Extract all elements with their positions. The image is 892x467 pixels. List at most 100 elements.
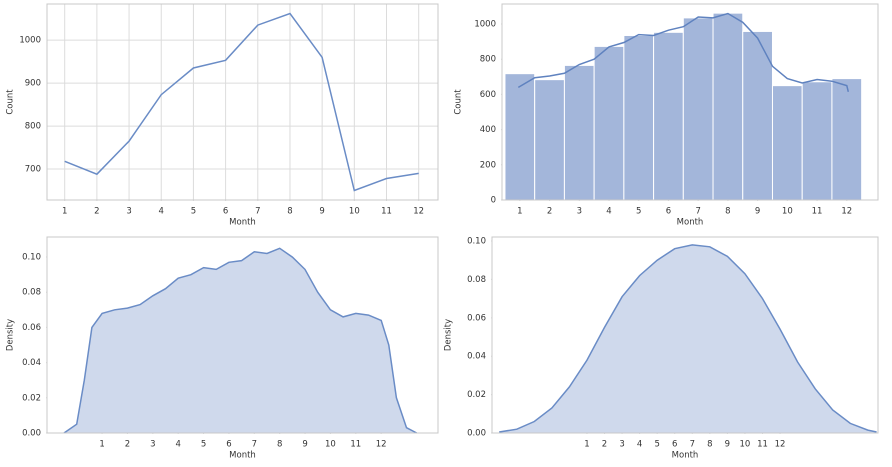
y-tick-label: 0.02 — [22, 393, 41, 403]
bar — [593, 45, 625, 201]
y-axis-label: Count — [454, 89, 464, 115]
line — [64, 12, 419, 192]
y-tick-label: 0.10 — [467, 237, 486, 247]
y-tick-label: 700 — [25, 165, 41, 175]
y-tick-label: 0.08 — [22, 288, 41, 298]
y-tick-label: 0.08 — [467, 275, 486, 285]
bar — [534, 79, 565, 201]
x-tick-label: 6 — [226, 440, 231, 450]
x-tick-label: 5 — [201, 440, 206, 450]
x-axis-label: Month — [229, 451, 256, 461]
density-line — [499, 244, 877, 433]
x-tick-label: 10 — [740, 440, 751, 450]
x-tick-label: 4 — [175, 440, 180, 450]
y-tick-label: 800 — [480, 55, 496, 65]
x-tick-label: 5 — [191, 207, 196, 217]
bar — [682, 17, 714, 201]
x-tick-label: 12 — [376, 440, 387, 450]
x-axis-label: Month — [229, 218, 256, 228]
x-tick-label: 1 — [99, 440, 104, 450]
x-tick-label: 7 — [690, 440, 695, 450]
axes-frame — [46, 236, 439, 434]
bar — [831, 78, 863, 201]
x-tick-label: 2 — [602, 440, 607, 450]
x-tick-label: 7 — [695, 207, 700, 217]
x-tick-label: 6 — [666, 207, 671, 217]
x-tick-label: 10 — [782, 207, 793, 217]
x-tick-label: 11 — [812, 207, 823, 217]
y-tick-label: 800 — [25, 122, 41, 132]
x-tick-label: 2 — [547, 207, 552, 217]
x-tick-label: 9 — [755, 207, 760, 217]
y-tick-label: 0.00 — [22, 429, 41, 439]
axes-frame — [491, 236, 879, 434]
y-tick-label: 200 — [480, 160, 496, 170]
y-tick-label: 0 — [491, 196, 496, 206]
x-tick-label: 5 — [636, 207, 641, 217]
density-line — [63, 247, 418, 434]
bar — [742, 30, 773, 201]
x-tick-label: 10 — [349, 207, 360, 217]
x-tick-label: 12 — [413, 207, 424, 217]
density-area — [499, 244, 877, 433]
axes-frame — [501, 3, 879, 201]
y-tick-label: 0.10 — [22, 253, 41, 263]
bar — [563, 64, 595, 201]
bar — [801, 81, 833, 201]
y-tick-label: 600 — [480, 90, 496, 100]
y-axis-label: Density — [6, 319, 16, 351]
x-tick-label: 9 — [302, 440, 307, 450]
x-tick-label: 3 — [150, 440, 155, 450]
y-tick-label: 1000 — [19, 36, 41, 46]
x-tick-label: 4 — [606, 207, 611, 217]
y-tick-label: 400 — [480, 125, 496, 135]
axes-frame — [46, 3, 439, 201]
x-tick-label: 6 — [672, 440, 677, 450]
x-tick-label: 9 — [319, 207, 324, 217]
y-axis-label: Density — [444, 319, 454, 351]
x-axis-label: Month — [677, 218, 704, 228]
x-tick-label: 7 — [255, 207, 260, 217]
x-axis-label: Month — [672, 451, 699, 461]
x-tick-label: 1 — [62, 207, 67, 217]
bar — [653, 31, 684, 201]
x-tick-label: 3 — [577, 207, 582, 217]
x-tick-label: 2 — [94, 207, 99, 217]
x-tick-label: 9 — [725, 440, 730, 450]
y-tick-label: 0.00 — [467, 429, 486, 439]
y-tick-label: 0.04 — [22, 358, 41, 368]
y-axis-label: Count — [6, 89, 16, 115]
x-tick-label: 8 — [725, 207, 730, 217]
x-tick-label: 11 — [757, 440, 768, 450]
y-tick-label: 900 — [25, 79, 41, 89]
x-tick-label: 3 — [126, 207, 131, 217]
y-tick-label: 0.02 — [467, 390, 486, 400]
x-tick-label: 4 — [159, 207, 164, 217]
x-tick-label: 1 — [517, 207, 522, 217]
x-tick-label: 11 — [350, 440, 361, 450]
y-tick-label: 0.04 — [467, 352, 486, 362]
x-tick-label: 8 — [707, 440, 712, 450]
x-tick-label: 4 — [637, 440, 642, 450]
y-tick-label: 0.06 — [22, 323, 41, 333]
y-tick-label: 0.06 — [467, 313, 486, 323]
bar — [771, 85, 803, 201]
x-tick-label: 7 — [252, 440, 257, 450]
y-tick-label: 1000 — [474, 20, 496, 30]
x-tick-label: 6 — [223, 207, 228, 217]
kde-line — [517, 12, 850, 92]
bar — [504, 73, 536, 201]
bar — [712, 12, 744, 201]
x-tick-label: 1 — [584, 440, 589, 450]
x-tick-label: 2 — [125, 440, 130, 450]
x-tick-label: 10 — [325, 440, 336, 450]
x-tick-label: 12 — [775, 440, 786, 450]
x-tick-label: 8 — [287, 207, 292, 217]
x-tick-label: 5 — [654, 440, 659, 450]
bar — [623, 34, 655, 201]
x-tick-label: 8 — [277, 440, 282, 450]
density-area — [64, 248, 417, 433]
x-tick-label: 12 — [841, 207, 852, 217]
x-tick-label: 11 — [381, 207, 392, 217]
